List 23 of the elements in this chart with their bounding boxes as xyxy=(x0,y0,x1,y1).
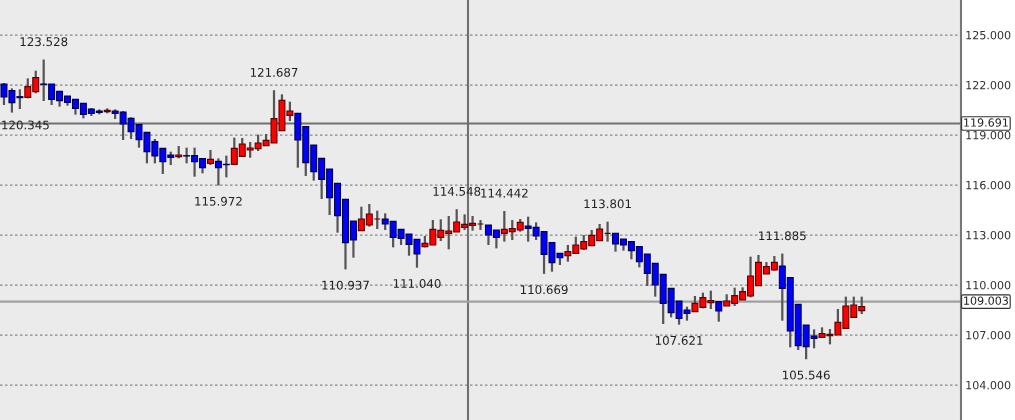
annotation: 105.546 xyxy=(783,370,830,380)
ref-line-label: 119.691 xyxy=(964,118,1008,127)
annotation: 111.040 xyxy=(393,278,441,288)
candlestick xyxy=(206,148,214,167)
y-tick-label: 113.000 xyxy=(966,230,1011,240)
annotation: 107.621 xyxy=(655,335,703,345)
candlestick xyxy=(715,300,723,323)
ref-line-label: 109.003 xyxy=(964,296,1008,305)
y-tick-label: 122.000 xyxy=(966,80,1011,90)
annotation: 115.972 xyxy=(195,196,242,206)
annotation: 111.885 xyxy=(759,231,806,241)
annotation: 110.937 xyxy=(322,280,369,290)
y-tick-label: 104.000 xyxy=(966,380,1011,390)
annotation: 114.442 xyxy=(481,188,528,198)
y-tick-label: 125.000 xyxy=(966,30,1011,40)
y-tick-label: 110.000 xyxy=(966,280,1011,290)
annotation: 113.801 xyxy=(584,199,631,209)
annotation: 110.669 xyxy=(520,285,568,295)
annotation: 121.687 xyxy=(250,67,298,77)
y-tick-label: 116.000 xyxy=(966,180,1011,190)
y-tick-label: 119.000 xyxy=(966,130,1011,140)
annotation: 123.528 xyxy=(20,37,68,47)
y-tick-label: 107.000 xyxy=(966,330,1011,340)
